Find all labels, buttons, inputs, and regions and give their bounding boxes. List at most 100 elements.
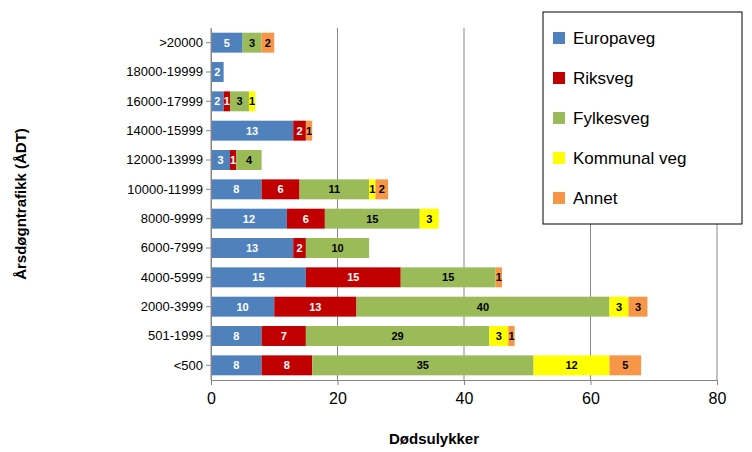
tick-mark [717,380,718,385]
data-label: 2 [214,95,220,107]
y-axis: <500501-19992000-39994000-59996000-79998… [126,29,211,381]
legend: EuropavegRiksvegFylkesvegKommunal vegAnn… [543,12,742,224]
data-label: 29 [391,330,403,342]
tick: 60 [582,380,600,407]
data-label: 2 [296,125,302,137]
bar [211,355,262,375]
tick-mark [206,189,211,190]
data-label: 15 [347,271,359,283]
data-label: 3 [217,154,223,166]
tick-mark [206,72,211,73]
bar [243,33,262,53]
bar [401,267,496,287]
x-axis-title: Dødsulykker [389,430,479,447]
bar [293,238,306,258]
tick: 4000-5999 [141,269,211,284]
data-label: 8 [233,359,239,371]
tick: >20000 [159,35,211,50]
grid-line [211,28,212,380]
bar [356,297,609,317]
bar [262,179,300,199]
tick-label: 501-1999 [148,328,203,343]
tick-label: 16000-17999 [126,93,203,108]
bar [211,209,287,229]
series-bars [211,33,306,376]
bar [306,267,401,287]
tick-mark [206,218,211,219]
tick-label: 2000-3999 [141,299,203,314]
tick-label: 20 [329,390,347,407]
bar [609,355,641,375]
bar [211,238,293,258]
legend-label: Riksveg [573,69,633,88]
data-label: 8 [284,359,290,371]
tick-mark [591,380,592,385]
tick-mark [206,336,211,337]
tick-label: 40 [456,390,474,407]
tick-mark [211,380,212,385]
bar [325,209,420,229]
tick: 8000-9999 [141,211,211,226]
legend-label: Europaveg [573,29,655,48]
tick-mark [206,130,211,131]
bar [274,297,356,317]
data-label: 2 [214,66,220,78]
tick-mark [206,248,211,249]
data-labels: 8810151312831322587131526612135294015101… [214,37,641,372]
tick: 80 [709,380,727,407]
legend-swatch [553,152,565,164]
series-bars [262,33,648,376]
tick-label: 12000-13999 [126,152,203,167]
data-label: 2 [265,37,271,49]
bar [211,62,224,82]
data-label: 11 [329,183,341,195]
data-label: 12 [565,359,577,371]
bar [609,297,628,317]
data-label: 10 [331,242,343,254]
tick-label: 10000-11999 [127,181,203,196]
tick-mark [206,42,211,43]
tick-mark [206,101,211,102]
data-label: 7 [281,330,287,342]
data-label: 8 [233,183,239,195]
data-label: 1 [230,154,236,166]
bar [211,121,293,141]
x-axis: 020406080 [207,380,726,407]
data-label: 10 [237,301,249,313]
bar [224,91,230,111]
tick: 16000-17999 [126,93,211,108]
tick: 20 [329,380,347,407]
data-label: 12 [243,213,255,225]
data-label: 8 [233,330,239,342]
tick-label: 6000-7999 [141,240,203,255]
bar [306,326,489,346]
tick: 2000-3999 [141,299,211,314]
data-label: 3 [635,301,641,313]
data-label: 3 [249,37,255,49]
data-label: 15 [252,271,264,283]
data-label: 40 [477,301,489,313]
bar [230,91,249,111]
bars [211,33,647,376]
tick: 10000-11999 [127,181,211,196]
data-label: 15 [442,271,454,283]
bar [534,355,610,375]
data-label: 1 [496,271,502,283]
tick-mark [206,277,211,278]
data-label: 13 [246,125,258,137]
tick: 501-1999 [148,328,211,343]
bar [211,326,262,346]
legend-swatch [553,192,565,204]
data-label: 3 [426,213,432,225]
tick-mark [464,380,465,385]
axis-line [211,29,212,381]
chart: 8810151312831322587131526612135294015101… [0,0,752,452]
tick-label: 8000-9999 [141,211,203,226]
bar [236,150,261,170]
data-label: 5 [224,37,230,49]
data-label: 4 [246,154,253,166]
tick-mark [206,160,211,161]
tick-mark [338,380,339,385]
tick-mark [206,365,211,366]
tick: 18000-19999 [126,64,211,79]
